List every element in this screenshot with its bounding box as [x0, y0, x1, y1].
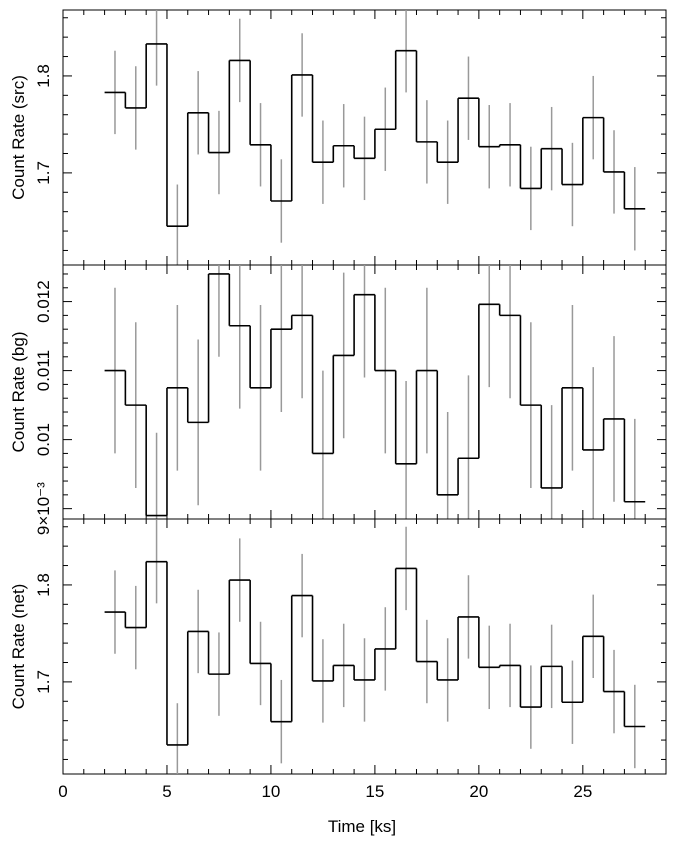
panel-3: 1.7 1.8 Count Rate (net): [9, 518, 667, 775]
panel-data: [104, 10, 646, 265]
panel-data: [104, 519, 646, 774]
y-tick-label: 9×10⁻³: [34, 482, 53, 535]
y-tick-label: 1.7: [34, 161, 53, 185]
x-tick-label: 25: [573, 782, 592, 801]
y-axis-label: Count Rate (net): [9, 584, 28, 710]
y-tick-label: 0.01: [34, 423, 53, 456]
y-tick-label: 1.7: [34, 670, 53, 694]
x-tick-label: 0: [58, 782, 67, 801]
y-axis-label: Count Rate (bg): [9, 332, 28, 453]
x-axis: 0 5 10 15 20 25: [58, 782, 592, 801]
panel-2: 9×10⁻³ 0.01 0.011 0.012 Count Rate (bg): [9, 264, 667, 535]
y-axis-label: Count Rate (src): [9, 75, 28, 200]
panel-1: 1.7 1.8 Count Rate (src): [9, 9, 667, 266]
x-tick-label: 5: [162, 782, 171, 801]
panels-layer: 1.7 1.8 Count Rate (src) 9×10⁻³ 0.01 0.011 0.0…: [9, 9, 667, 775]
y-tick-label: 0.011: [34, 350, 53, 391]
y-tick-label: 0.012: [34, 280, 53, 323]
x-tick-label: 15: [365, 782, 384, 801]
x-tick-label: 10: [261, 782, 280, 801]
x-tick-label: 20: [469, 782, 488, 801]
x-axis-label: Time [ks]: [328, 817, 396, 836]
panel-data: [104, 265, 646, 519]
y-tick-label: 1.8: [34, 64, 53, 88]
panel-frame: [62, 518, 667, 775]
y-tick-label: 1.8: [34, 573, 53, 597]
